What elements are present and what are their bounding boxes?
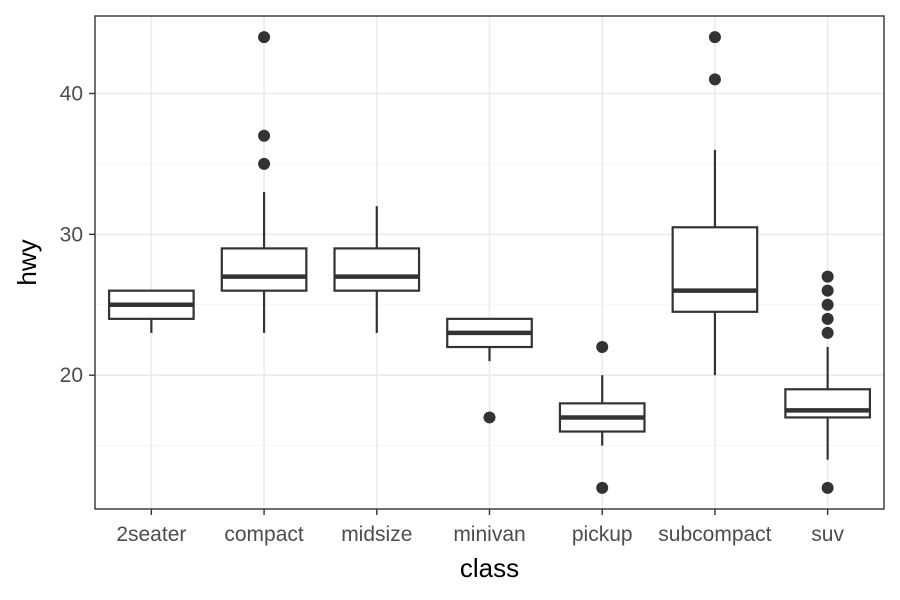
outlier-point	[821, 481, 834, 494]
outlier-point	[708, 73, 721, 86]
outlier-point	[596, 481, 609, 494]
x-tick-label: compact	[224, 523, 304, 546]
outlier-point	[821, 270, 834, 283]
x-tick-label: subcompact	[658, 523, 771, 546]
x-tick-label: pickup	[572, 523, 633, 546]
outlier-point	[258, 157, 271, 170]
x-tick-label: midsize	[341, 523, 412, 546]
x-tick-label: 2seater	[116, 523, 186, 546]
box-suv	[784, 388, 872, 419]
box-subcompact	[671, 226, 759, 313]
outlier-point	[483, 411, 496, 424]
axes: 20 30 40 2seater compact midsize minivan pickup…	[60, 82, 845, 546]
y-tick-label: 30	[60, 223, 83, 246]
y-tick-label: 20	[60, 364, 83, 387]
outlier-point	[821, 312, 834, 325]
outlier-point	[821, 284, 834, 297]
grid-lines	[95, 16, 884, 509]
x-tick-label: minivan	[453, 523, 525, 546]
box-compact	[220, 247, 308, 292]
outlier-point	[258, 129, 271, 142]
outlier-point	[258, 31, 271, 44]
y-axis-title: hwy	[12, 239, 42, 285]
boxes	[107, 31, 872, 494]
outlier-point	[596, 341, 609, 354]
outlier-point	[821, 298, 834, 311]
x-axis-title: class	[460, 553, 519, 583]
y-tick-label: 40	[60, 82, 83, 105]
box-midsize	[333, 247, 421, 292]
outlier-point	[821, 326, 834, 339]
outlier-point	[708, 31, 721, 44]
x-tick-label: suv	[811, 523, 844, 546]
